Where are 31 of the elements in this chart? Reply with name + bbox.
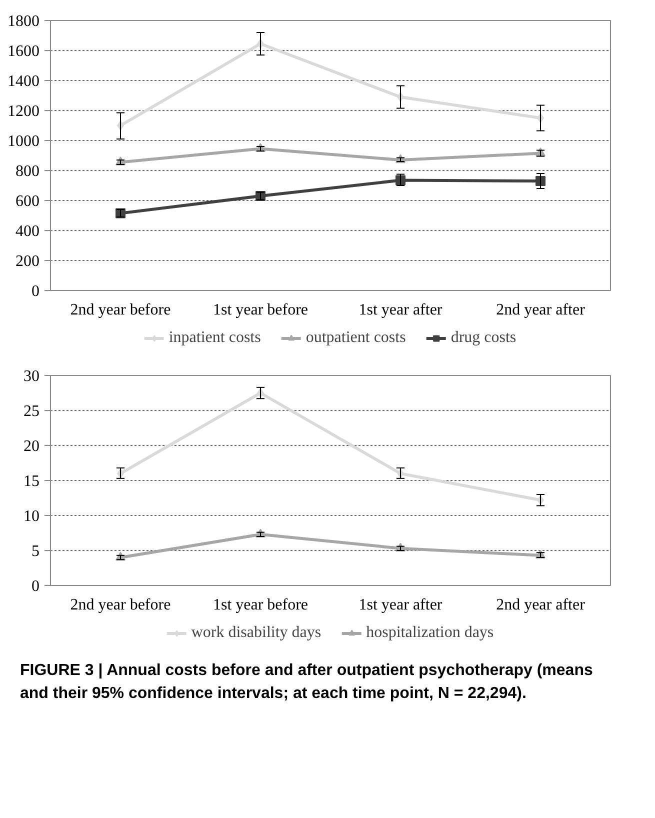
y-tick-label: 1800	[8, 13, 40, 30]
y-tick-label: 15	[24, 473, 40, 490]
legend-label: drug costs	[450, 329, 516, 347]
y-tick-label: 1000	[8, 133, 40, 150]
x-tick-label: 2nd year before	[70, 302, 171, 318]
y-tick-label: 20	[24, 438, 40, 455]
legend-label: outpatient costs	[306, 329, 406, 347]
y-tick-label: 400	[16, 223, 40, 240]
y-tick-label: 1200	[8, 103, 40, 120]
y-tick-label: 25	[24, 403, 40, 420]
legend-label: hospitalization days	[366, 624, 494, 642]
x-tick-label: 1st year before	[212, 302, 308, 318]
y-tick-label: 200	[16, 253, 40, 270]
y-tick-label: 30	[24, 368, 40, 385]
x-tick-label: 2nd year before	[70, 596, 171, 614]
y-tick-label: 800	[16, 163, 40, 180]
legend-label: work disability days	[191, 624, 322, 642]
y-tick-label: 5	[32, 543, 40, 560]
legend-label: inpatient costs	[168, 329, 261, 347]
y-tick-label: 0	[32, 578, 40, 595]
y-tick-label: 10	[24, 508, 40, 525]
caption: FIGURE 3 | Annual costs before and after outpatient psychotherapy (means and their 95% confidence intervals; at each time point, N = 22,294).	[20, 661, 594, 704]
x-tick-label: 1st year before	[212, 596, 308, 614]
x-tick-label: 1st year after	[358, 596, 443, 614]
x-tick-label: 2nd year after	[496, 596, 586, 614]
y-tick-label: 0	[32, 283, 40, 300]
x-tick-label: 2nd year after	[496, 302, 586, 318]
y-tick-label: 600	[16, 193, 40, 210]
y-tick-label: 1400	[8, 73, 40, 90]
x-tick-label: 1st year after	[358, 302, 443, 318]
y-tick-label: 1600	[8, 43, 40, 60]
